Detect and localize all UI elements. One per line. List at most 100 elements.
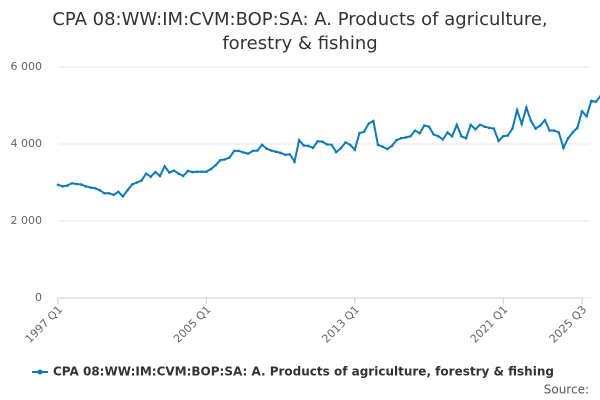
data-point [450, 135, 454, 138]
data-point [163, 165, 166, 168]
data-point [325, 143, 329, 146]
data-point [186, 169, 190, 173]
data-point [144, 172, 148, 175]
data-point [270, 149, 273, 152]
data-point [409, 135, 412, 138]
data-point [585, 114, 588, 118]
data-point [130, 183, 134, 186]
data-point [390, 144, 394, 148]
data-point [274, 150, 278, 153]
data-point [492, 127, 496, 130]
data-point [423, 124, 426, 127]
data-point [93, 186, 97, 190]
data-point [543, 118, 547, 122]
data-point [288, 153, 292, 156]
data-point [200, 170, 204, 174]
data-point [515, 108, 519, 112]
data-point [589, 99, 593, 103]
data-point [372, 119, 375, 123]
y-tick-label: 6 000 [11, 60, 43, 73]
data-point [242, 151, 245, 154]
data-point [209, 167, 213, 171]
data-point [191, 170, 194, 174]
data-point [552, 129, 556, 132]
data-point [121, 195, 125, 198]
data-point [399, 136, 403, 140]
data-point [571, 131, 575, 134]
data-point [385, 147, 389, 151]
data-point [460, 135, 463, 138]
data-point [167, 171, 171, 174]
data-point [594, 100, 598, 103]
data-point [321, 140, 324, 143]
data-point [84, 185, 88, 188]
data-point [520, 122, 524, 126]
data-point [478, 123, 482, 127]
data-point [562, 146, 565, 150]
legend-label: CPA 08:WW:IM:CVM:BOP:SA: A. Products of … [53, 365, 554, 379]
data-point [348, 143, 352, 147]
data-point [381, 145, 384, 148]
data-point [506, 134, 510, 137]
data-point [580, 109, 584, 113]
x-tick-label: 2021 Q1 [468, 303, 511, 346]
data-point [103, 191, 106, 195]
data-point [311, 146, 315, 150]
data-point [441, 138, 445, 141]
data-point [525, 106, 528, 109]
x-tick-label: 2013 Q1 [319, 303, 362, 346]
chart-title: CPA 08:WW:IM:CVM:BOP:SA: A. Products of … [52, 9, 548, 54]
data-point [557, 131, 561, 134]
data-point [576, 126, 579, 130]
data-point [89, 186, 92, 189]
x-tick-label: 2025 Q3 [547, 303, 590, 346]
data-point [56, 183, 60, 187]
data-point [297, 138, 301, 142]
data-point [334, 150, 338, 154]
data-point [251, 149, 255, 153]
data-point [367, 122, 370, 125]
data-point [256, 149, 259, 152]
source: Source: [544, 383, 589, 397]
data-point [446, 131, 449, 134]
data-point [283, 153, 287, 157]
data-point [279, 151, 282, 155]
data-point [474, 128, 477, 131]
data-point [395, 138, 398, 142]
data-point [246, 152, 250, 155]
x-tick-label: 1997 Q1 [23, 303, 66, 346]
data-point [404, 136, 408, 139]
data-point [61, 185, 64, 188]
data-point [158, 174, 162, 178]
data-point [464, 136, 468, 140]
data-point [219, 158, 222, 162]
data-point [501, 135, 505, 138]
data-point [487, 126, 491, 130]
data-point [302, 144, 306, 147]
data-point [330, 143, 333, 147]
data-point [232, 149, 236, 153]
data-point [195, 170, 199, 174]
data-point [116, 190, 120, 194]
data-point [112, 193, 115, 197]
data-point [455, 123, 459, 127]
data-point [107, 191, 111, 195]
data-point [260, 143, 264, 147]
data-point [265, 147, 268, 150]
data-point [376, 143, 380, 147]
data-point [140, 179, 143, 182]
data-point [529, 119, 533, 123]
data-point [70, 181, 74, 185]
data-point [293, 160, 296, 164]
data-point [149, 175, 153, 179]
data-point [353, 148, 357, 152]
data-point [436, 135, 440, 138]
data-point [427, 125, 431, 128]
data-point [214, 163, 217, 167]
data-point [98, 188, 102, 192]
y-tick-label: 4 000 [11, 137, 43, 150]
data-point [154, 170, 157, 174]
data-point [126, 188, 129, 192]
